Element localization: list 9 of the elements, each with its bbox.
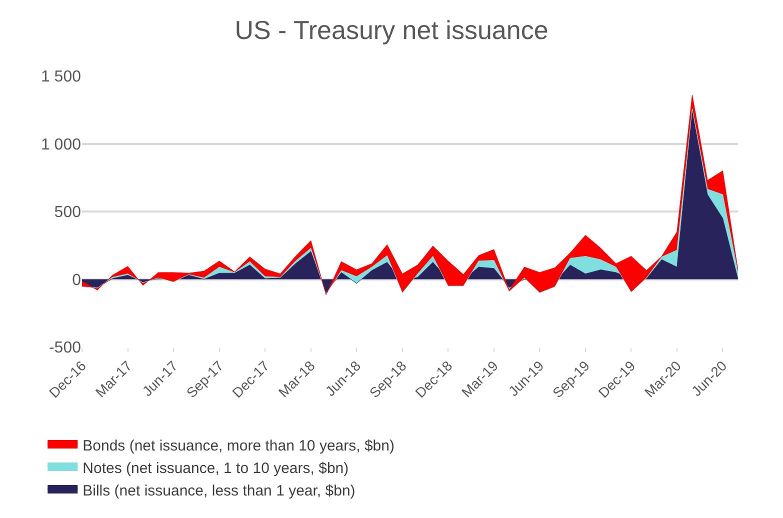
chart-title: US - Treasury net issuance xyxy=(234,14,548,45)
y-tick-label: 500 xyxy=(54,204,82,222)
legend-label: Bills (net issuance, less than 1 year, $bn) xyxy=(82,482,356,500)
y-tick-label: 1 000 xyxy=(40,136,82,154)
legend-label: Notes (net issuance, 1 to 10 years, $bn) xyxy=(82,460,349,477)
y-tick-label: 0 xyxy=(72,272,82,289)
y-tick-label: 1 500 xyxy=(40,68,82,86)
legend-label: Bonds (net issuance, more than 10 years, $bn) xyxy=(82,437,394,454)
y-tick-label: -500 xyxy=(48,340,82,357)
